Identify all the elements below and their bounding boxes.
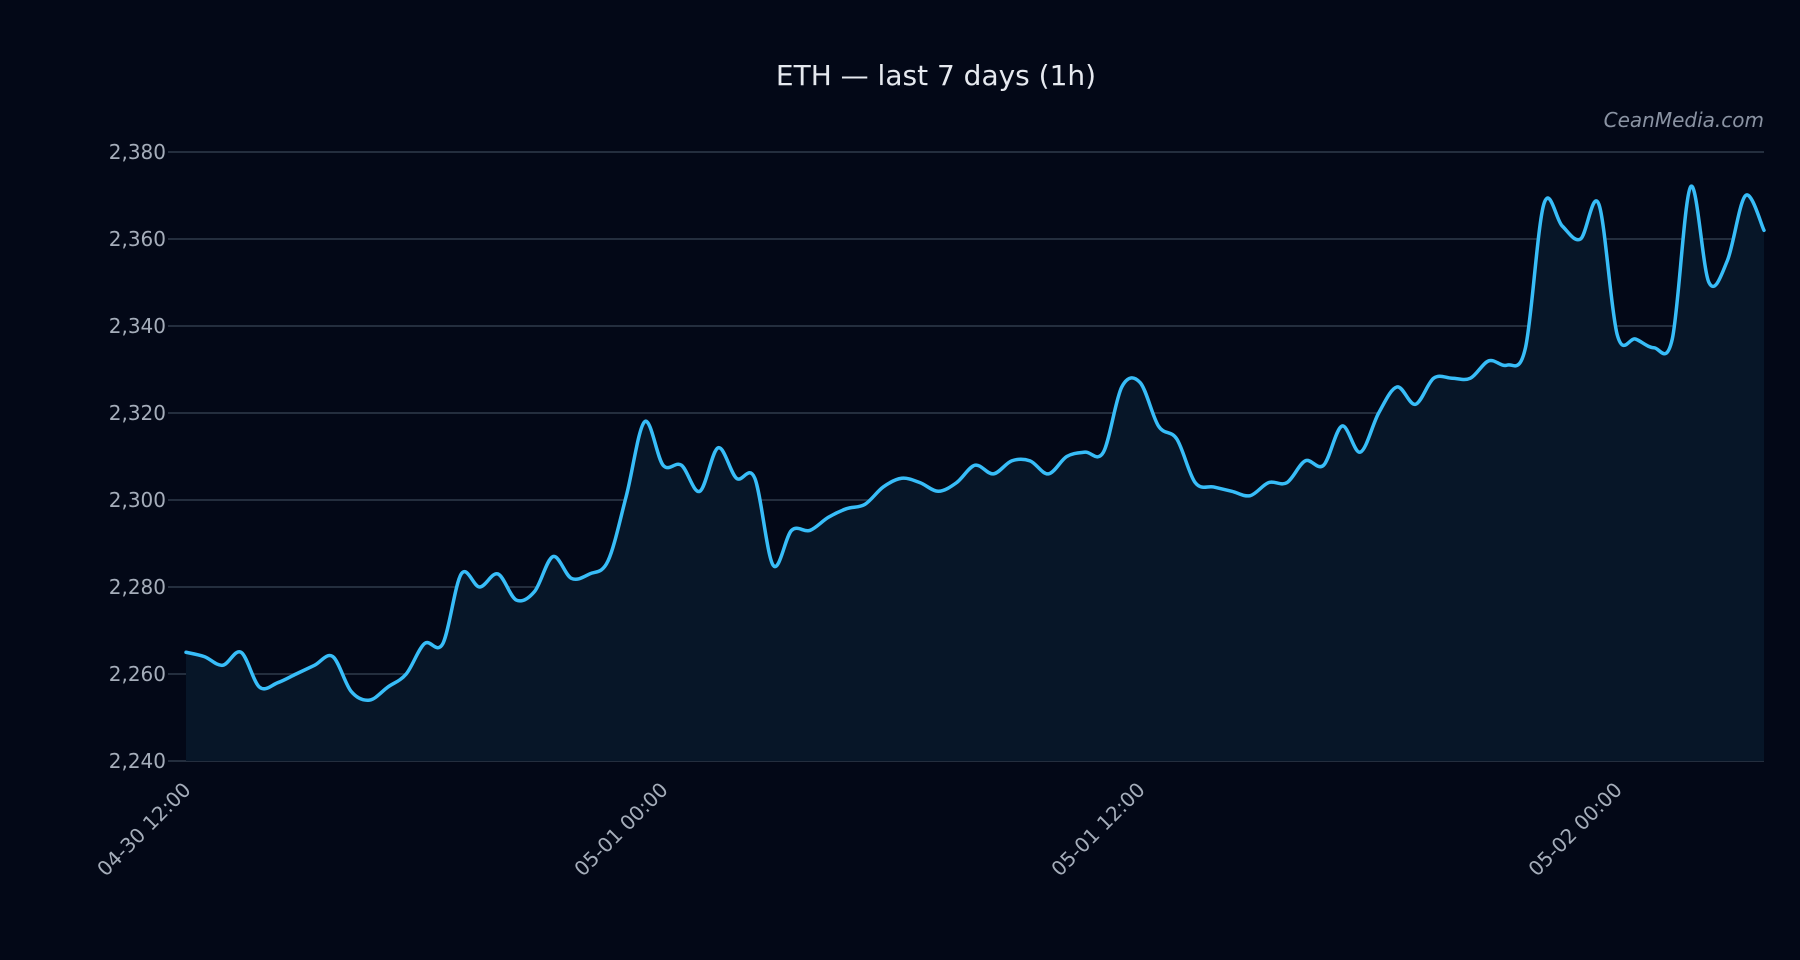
price-area-fill xyxy=(186,186,1764,761)
watermark-text: CeanMedia.com xyxy=(1604,108,1764,132)
y-tick-label: 2,260 xyxy=(109,662,166,686)
price-line-series xyxy=(184,184,1766,702)
y-tick-label: 2,380 xyxy=(109,140,166,164)
y-tick-label: 2,360 xyxy=(109,227,166,251)
y-axis-tick-labels: 2,240 2,260 2,280 2,300 2,320 2,340 2,360 2,380 xyxy=(109,140,166,773)
y-tick-label: 2,280 xyxy=(109,575,166,599)
y-tick-label: 2,240 xyxy=(109,749,166,773)
chart-title: ETH — last 7 days (1h) xyxy=(776,59,1096,92)
y-tick-label: 2,320 xyxy=(109,401,166,425)
y-tick-label: 2,300 xyxy=(109,488,166,512)
y-tick-label: 2,340 xyxy=(109,314,166,338)
